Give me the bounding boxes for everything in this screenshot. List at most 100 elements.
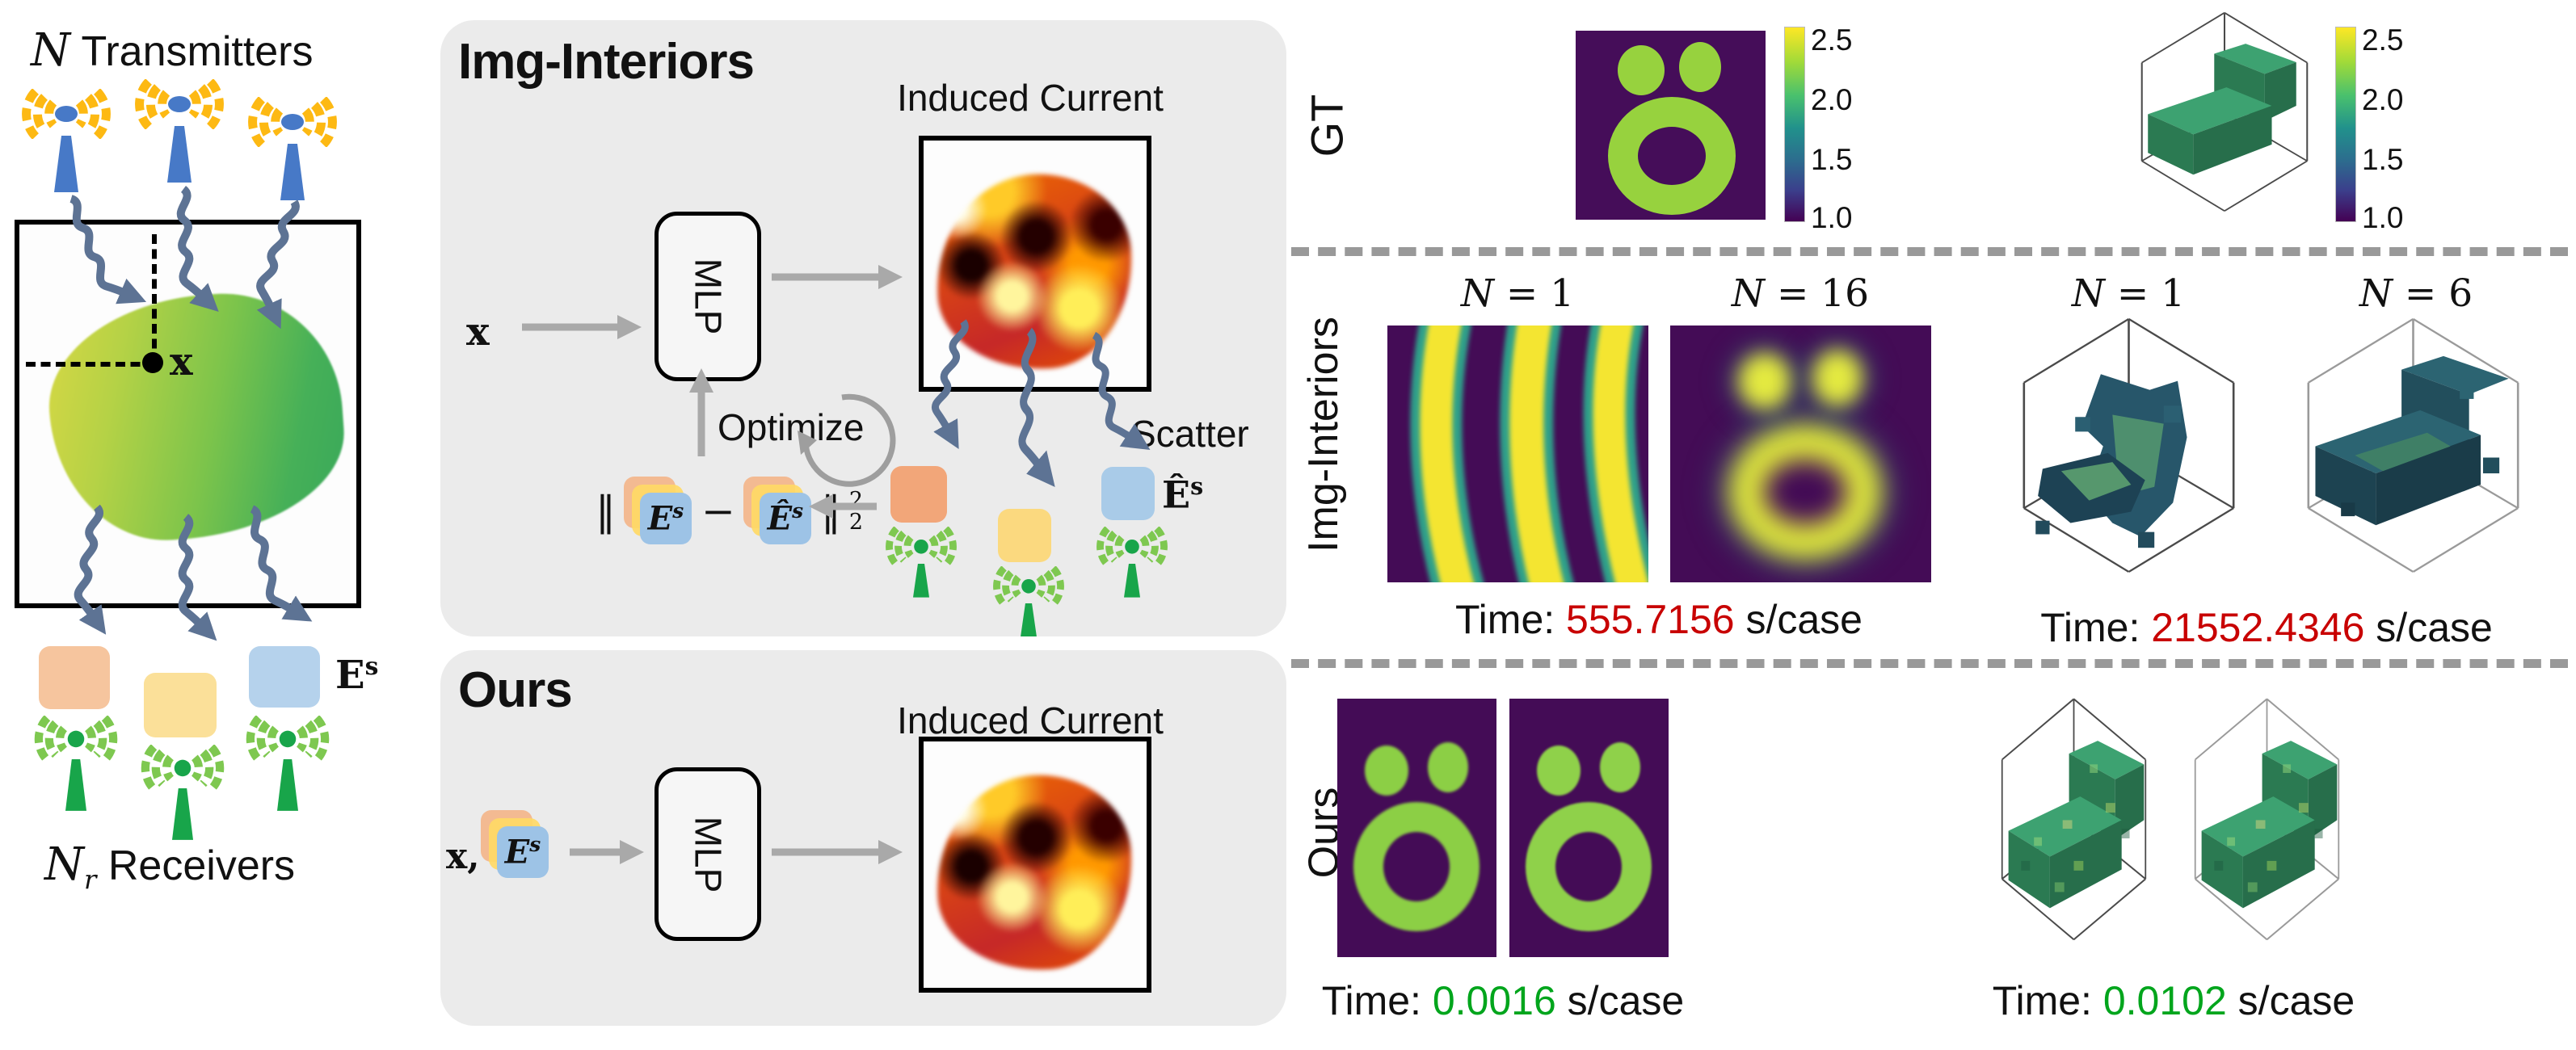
ours-2d-image-1 [1337, 699, 1496, 957]
ours-panel: Ours x, Es MLP Induced Current [440, 650, 1286, 1026]
input-field-stack: Es [481, 810, 550, 880]
gt-row-label: GT [1301, 94, 1353, 157]
receiver-icon [137, 745, 228, 840]
transmitters-title: N Transmitters [31, 24, 314, 77]
ours-3d-plot-1 [2001, 698, 2147, 941]
antenna-mast [913, 563, 929, 598]
img-interiors-row-label: Img-Interiors [1300, 317, 1347, 552]
left-diagram: N Transmitters x [0, 0, 440, 1050]
optimize-arrow-icon [802, 393, 896, 487]
measurement-square-orange [890, 466, 947, 523]
scatter-label: Scatter [1131, 413, 1249, 455]
time-label-3d-img-interiors: Time: 21552.4346 s/case [2040, 605, 2493, 650]
n-equals-label: N = 16 [1731, 271, 1870, 316]
induced-current-label: Induced Current [897, 77, 1164, 119]
colorbar: 2.5 2.0 1.5 1.0 [1784, 23, 1852, 234]
crosshair-dashed-h [26, 362, 155, 367]
receiver-icon [242, 716, 333, 811]
receivers-title: Nr Receivers [44, 838, 296, 896]
field-stack-measured: Es [624, 477, 693, 546]
stack-square-blue: Ês [759, 493, 811, 544]
mlp-box: MLP [655, 767, 761, 941]
optimize-arrowhead [798, 430, 817, 455]
colorbar-tick: 1.5 [1811, 143, 1853, 176]
receiver-icon [990, 566, 1067, 636]
time-label-2d-ours: Time: 0.0016 s/case [1321, 978, 1685, 1023]
incident-wave-arrow [180, 188, 204, 298]
mlp-box: MLP [655, 212, 761, 381]
colorbar-tick: 2.0 [1811, 83, 1853, 116]
transmitter-icon [244, 97, 341, 200]
scattered-wave-arrow [249, 505, 294, 615]
colorbar-tick: 2.0 [2362, 83, 2404, 116]
time-value: 0.0016 [1432, 978, 1556, 1023]
ours-dot-shape [1365, 746, 1408, 796]
panel-arrows [570, 840, 903, 864]
scatter-wave-arrow [1091, 332, 1133, 443]
colorbar: 2.5 2.0 1.5 1.0 [2335, 23, 2403, 234]
antenna-mast [172, 788, 193, 840]
ours-ring-shape [1353, 802, 1480, 931]
antenna-mast [65, 758, 86, 811]
comparison-section: GT 2.5 2.0 1.5 1.0 2.5 2.0 1.5 1.0 Img-I… [1286, 0, 2576, 1050]
colorbar-tick: 2.5 [2362, 23, 2404, 57]
time-label-3d-ours: Time: 0.0102 s/case [1992, 978, 2355, 1023]
sample-point-label: x [170, 339, 193, 384]
induced-current-box [919, 737, 1151, 993]
induced-current-box [919, 136, 1151, 392]
input-x-label: x, [446, 836, 480, 877]
n-equals-label: N = 1 [1460, 271, 1575, 316]
ours-ring-shape [1526, 802, 1652, 931]
gt-dot-shape [1679, 42, 1721, 92]
stack-square-blue: Es [497, 826, 549, 878]
panel-title: Ours [458, 662, 573, 718]
incident-wave-arrow [254, 201, 309, 310]
ours-dot-shape [1537, 746, 1581, 796]
panel-title: Img-Interiors [458, 34, 755, 90]
gt-ring-shape [1608, 97, 1736, 215]
colorbar-tick: 1.0 [2362, 201, 2404, 234]
measurement-square-yellow [998, 509, 1051, 562]
ours-dot-shape [1600, 742, 1640, 792]
n-equals-label: N = 6 [2359, 271, 2473, 316]
gt-3d-plot [2140, 11, 2309, 212]
time-value: 21552.4346 [2151, 605, 2365, 650]
scatter-wave-arrow [1021, 331, 1046, 468]
time-value: 0.0102 [2102, 978, 2227, 1023]
gt-2d-image [1576, 31, 1766, 220]
measurement-square-blue [249, 646, 320, 708]
ours-2d-image-2 [1509, 699, 1669, 957]
blurry-dot-shape [1812, 350, 1863, 406]
scatter-wave-arrow [930, 321, 979, 430]
colorbar-tick: 1.5 [2362, 143, 2404, 176]
loss-minus: − [701, 488, 735, 535]
transmitter-icon [131, 79, 228, 183]
transmitters-title-n: N [31, 24, 70, 77]
time-label-2d-img-interiors: Time: 555.7156 s/case [1455, 597, 1863, 642]
stack-square-blue: Es [640, 493, 692, 544]
crosshair-dashed-v [152, 234, 157, 363]
result-3d-plot-n6 [2307, 317, 2519, 573]
colorbar-tick: 1.0 [1811, 201, 1853, 234]
n-equals-label: N = 1 [2071, 271, 2186, 316]
result-2d-image-n16 [1670, 326, 1931, 582]
img-interiors-panel: Img-Interiors x MLP Induced Current Opti… [440, 20, 1286, 636]
antenna-mast [277, 758, 298, 811]
input-x-label: x [466, 309, 490, 355]
incident-wave-arrow [68, 193, 127, 301]
ours-3d-plot-2 [2194, 698, 2340, 941]
colorbar-tick: 2.5 [1811, 23, 1853, 57]
time-value: 555.7156 [1566, 597, 1735, 642]
scattered-field-label: Es [335, 653, 379, 698]
result-2d-image-n1 [1387, 326, 1648, 582]
radio-waves-icon [137, 745, 228, 792]
blurry-ring-shape [1728, 424, 1882, 560]
separator-dashed [1291, 247, 2568, 256]
predicted-field-label: Ês [1162, 472, 1204, 517]
antenna-mast [1021, 603, 1037, 636]
ours-dot-shape [1428, 742, 1468, 792]
scattered-wave-arrow [183, 517, 202, 626]
panel-arrows [522, 265, 1286, 519]
measurement-square-yellow [144, 673, 217, 737]
